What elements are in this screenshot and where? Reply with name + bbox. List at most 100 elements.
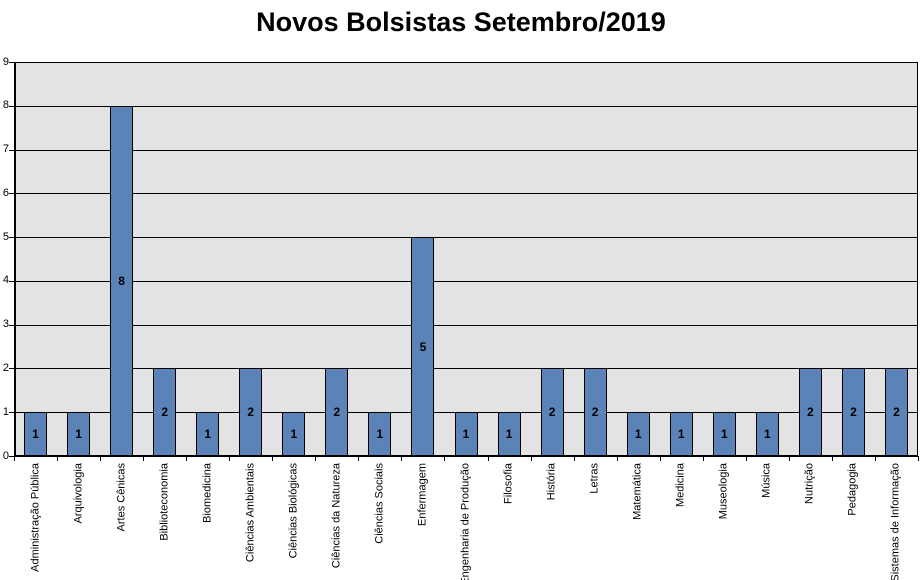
bar: 1 xyxy=(755,412,779,456)
y-tick-label: 3 xyxy=(2,318,9,331)
chart-title: Novos Bolsistas Setembro/2019 xyxy=(256,7,666,37)
x-category-label: Ciências Sociais xyxy=(373,463,386,544)
bar-value-label: 1 xyxy=(505,427,513,442)
bar: 8 xyxy=(110,105,134,456)
y-gridline xyxy=(14,193,918,195)
bar: 1 xyxy=(196,412,220,456)
y-tick-label: 6 xyxy=(2,186,9,199)
x-category-label: Museologia xyxy=(717,463,730,520)
x-tick-mark xyxy=(487,456,489,461)
bar-value-label: 2 xyxy=(548,405,556,420)
bar: 1 xyxy=(669,412,693,456)
bar-value-label: 1 xyxy=(634,427,642,442)
bar-value-label: 1 xyxy=(32,427,39,442)
x-category-label: Arquivologia xyxy=(72,463,85,524)
x-category-label: Biblioteconomia xyxy=(158,463,171,541)
x-tick-mark xyxy=(874,456,876,461)
x-tick-mark xyxy=(659,456,661,461)
x-tick-mark xyxy=(358,456,360,461)
x-category-label: Sistemas de Informação xyxy=(889,463,902,580)
x-category-label: Ciências da Natureza xyxy=(330,463,343,569)
bar-value-label: 2 xyxy=(893,405,900,420)
x-axis-labels: Administração Pública Arquivologia Artes C… xyxy=(14,463,918,580)
bar-value-label: 1 xyxy=(376,427,384,442)
y-tick-mark xyxy=(9,237,14,239)
x-category-label: Nutrição xyxy=(803,463,816,504)
x-category-label: Administração Pública xyxy=(29,463,42,572)
bar: 1 xyxy=(712,412,736,456)
x-tick-mark xyxy=(831,456,833,461)
bar-value-label: 1 xyxy=(462,427,470,442)
y-gridline xyxy=(14,237,918,239)
x-tick-mark xyxy=(229,456,231,461)
x-tick-mark xyxy=(186,456,188,461)
bar-value-label: 1 xyxy=(677,427,685,442)
y-tick-mark xyxy=(9,456,14,457)
bar: 2 xyxy=(841,368,865,456)
x-category-label: Enfermagem xyxy=(416,463,429,526)
y-tick-mark xyxy=(9,280,14,282)
x-tick-mark xyxy=(918,456,919,461)
y-gridline xyxy=(14,368,918,370)
y-tick-mark xyxy=(9,149,14,151)
y-tick-label: 2 xyxy=(2,361,9,374)
y-tick-mark xyxy=(9,368,14,370)
bar-value-label: 2 xyxy=(161,405,168,420)
bar: 1 xyxy=(24,412,48,456)
bar-value-label: 1 xyxy=(720,427,728,442)
x-tick-mark xyxy=(315,456,317,461)
y-tick-mark xyxy=(9,193,14,195)
x-axis-line xyxy=(14,455,918,457)
x-category-label: Biomedicina xyxy=(201,463,214,523)
x-tick-mark xyxy=(702,456,704,461)
plot-area: 1 1 8 2 1 2 1 2 1 5 1 1 2 2 1 1 1 1 2 2 2 xyxy=(14,62,918,456)
x-tick-mark xyxy=(788,456,790,461)
bar: 1 xyxy=(282,412,306,456)
x-tick-mark xyxy=(616,456,618,461)
x-category-label: Filosofia xyxy=(502,463,515,504)
bar-value-label: 8 xyxy=(118,273,125,288)
bar-value-label: 1 xyxy=(75,427,82,442)
plot-right-border xyxy=(916,62,918,457)
x-category-label: Medicina xyxy=(674,463,687,508)
bar: 2 xyxy=(583,368,607,456)
y-gridline xyxy=(14,324,918,326)
bars: 1 1 8 2 1 2 1 2 1 5 1 1 2 2 1 1 1 1 2 2 2 xyxy=(14,62,918,456)
x-category-label: Letras xyxy=(588,463,601,494)
bar-value-label: 1 xyxy=(763,427,771,442)
x-tick-mark xyxy=(530,456,532,461)
bar-value-label: 1 xyxy=(204,427,212,442)
y-tick-mark xyxy=(9,324,14,326)
bar: 1 xyxy=(368,412,392,456)
x-category-label: Música xyxy=(760,463,773,498)
bar: 2 xyxy=(325,368,349,456)
y-gridline xyxy=(14,62,918,63)
y-tick-label: 7 xyxy=(2,143,9,156)
bar: 2 xyxy=(798,368,822,456)
x-tick-mark xyxy=(100,456,102,461)
x-tick-mark xyxy=(745,456,747,461)
x-tick-mark xyxy=(57,456,59,461)
x-category-label: Ciências Biológicas xyxy=(287,463,300,559)
bar-value-label: 2 xyxy=(333,405,341,420)
y-tick-label: 4 xyxy=(2,274,9,287)
y-axis-line xyxy=(14,62,16,457)
bar: 1 xyxy=(454,412,478,456)
y-tick-label: 1 xyxy=(2,405,9,418)
x-tick-mark xyxy=(272,456,274,461)
bar: 1 xyxy=(626,412,650,456)
bar: 1 xyxy=(497,412,521,456)
y-gridline xyxy=(14,105,918,107)
bar-value-label: 2 xyxy=(247,405,255,420)
bar-value-label: 1 xyxy=(290,427,298,442)
y-gridline xyxy=(14,280,918,282)
bar: 2 xyxy=(239,368,263,456)
y-gridline xyxy=(14,149,918,151)
bar-value-label: 2 xyxy=(850,405,857,420)
bar: 2 xyxy=(884,368,908,456)
x-category-label: História xyxy=(545,463,558,501)
bar: 1 xyxy=(67,412,91,456)
x-tick-mark xyxy=(573,456,575,461)
bar: 5 xyxy=(411,237,435,456)
